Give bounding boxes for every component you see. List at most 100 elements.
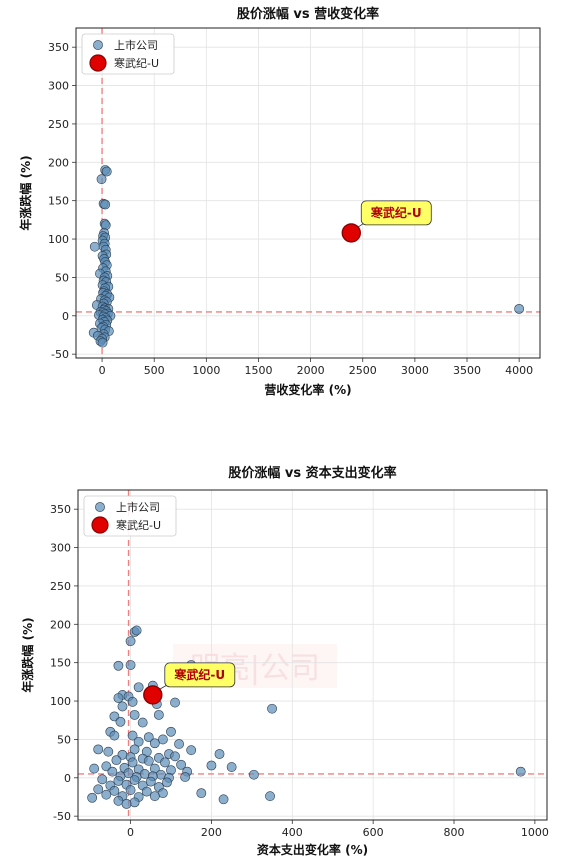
data-point-listed-company	[129, 709, 140, 720]
legend-marker-listed-company	[93, 40, 103, 50]
data-point-listed-company	[100, 199, 111, 210]
data-point-listed-company	[125, 785, 136, 795]
data-point-listed-company	[129, 775, 140, 785]
y-tick-label: 200	[48, 156, 69, 169]
data-point-listed-company	[121, 798, 132, 809]
data-point-listed-company	[93, 784, 104, 795]
data-point-listed-company	[125, 660, 136, 670]
data-point-listed-company	[129, 744, 140, 755]
chart-title: 股价涨幅 vs 资本支出变化率	[228, 465, 396, 481]
chart-title: 股价涨幅 vs 营收变化率	[237, 6, 379, 22]
data-point-listed-company	[89, 763, 100, 774]
y-tick-label: 300	[48, 80, 69, 93]
data-point-listed-company	[265, 791, 275, 802]
data-point-listed-company	[93, 744, 104, 755]
annotation-label: 寒武纪-U	[173, 667, 225, 682]
data-point-highlight	[341, 223, 361, 243]
data-point-listed-company	[133, 736, 144, 747]
y-tick-label: 0	[62, 310, 69, 323]
data-point-listed-company	[206, 760, 217, 771]
data-point-listed-company	[111, 755, 122, 766]
legend-marker-listed-company	[95, 502, 105, 512]
y-tick-label: 250	[48, 118, 69, 131]
data-point-listed-company	[89, 241, 100, 252]
x-tick-label: 1000	[192, 364, 220, 377]
data-point-listed-company	[141, 786, 152, 797]
x-tick-label: 800	[444, 826, 465, 839]
y-tick-label: 50	[57, 733, 71, 746]
y-axis-label: 年涨跌幅 (%)	[18, 155, 33, 230]
x-tick-label: 0	[99, 364, 106, 377]
data-point-listed-company	[267, 703, 277, 714]
data-point-listed-company	[514, 303, 525, 314]
data-point-listed-company	[248, 769, 259, 780]
data-point-listed-company	[125, 636, 136, 647]
data-point-listed-company	[113, 693, 124, 703]
data-point-listed-company	[174, 739, 184, 749]
data-point-listed-company	[131, 625, 142, 636]
y-tick-label: -50	[51, 348, 69, 361]
y-tick-label: 300	[50, 542, 71, 555]
data-point-listed-company	[97, 774, 108, 785]
data-point-listed-company	[186, 745, 197, 756]
data-point-listed-company	[115, 716, 126, 727]
y-tick-label: 50	[55, 271, 69, 284]
x-tick-label: 0	[127, 826, 134, 839]
x-tick-label: 2000	[297, 364, 325, 377]
x-tick-label: 600	[363, 826, 384, 839]
data-point-listed-company	[153, 709, 164, 720]
data-point-listed-company	[226, 762, 237, 772]
plot-frame	[77, 489, 548, 821]
data-point-listed-company	[218, 794, 229, 805]
data-point-listed-company	[117, 701, 128, 712]
data-point-listed-company	[176, 759, 186, 770]
data-point-listed-company	[109, 785, 120, 796]
data-point-listed-company	[127, 696, 138, 707]
data-point-listed-company	[149, 738, 160, 749]
x-tick-label: 1500	[244, 364, 272, 377]
annotation-box	[360, 200, 432, 226]
data-point-listed-company	[170, 697, 180, 708]
plot-frame	[75, 27, 541, 359]
data-point-listed-company	[101, 789, 112, 800]
data-point-listed-company	[160, 757, 170, 768]
legend-label-listed-company: 上市公司	[116, 500, 160, 514]
y-tick-label: 150	[48, 195, 69, 208]
data-point-listed-company	[127, 757, 138, 768]
x-tick-label: 2500	[349, 364, 377, 377]
data-point-listed-company	[143, 732, 154, 743]
x-axis-label: 资本支出变化率 (%)	[257, 842, 368, 857]
y-axis-label: 年涨跌幅 (%)	[20, 617, 35, 692]
data-point-listed-company	[170, 751, 180, 762]
legend-marker-highlight	[91, 516, 109, 534]
data-point-listed-company	[149, 791, 160, 802]
y-tick-label: -50	[53, 810, 71, 823]
data-point-listed-company	[166, 726, 176, 737]
y-tick-label: 250	[50, 580, 71, 593]
data-point-listed-company	[515, 766, 526, 777]
data-point-listed-company	[196, 788, 207, 799]
legend-marker-highlight	[89, 54, 107, 72]
annotation-box	[164, 662, 236, 688]
data-point-listed-company	[145, 776, 156, 787]
legend-label-listed-company: 上市公司	[114, 38, 158, 52]
data-point-listed-company	[180, 772, 191, 782]
x-tick-label: 500	[144, 364, 165, 377]
data-point-listed-company	[97, 337, 108, 348]
x-tick-label: 400	[282, 826, 303, 839]
data-point-listed-company	[107, 766, 118, 777]
data-point-listed-company	[133, 682, 144, 693]
y-tick-label: 200	[50, 618, 71, 631]
data-point-listed-company	[113, 660, 124, 671]
x-axis-label: 营收变化率 (%)	[264, 382, 351, 397]
data-point-listed-company	[101, 166, 112, 177]
data-point-listed-company	[143, 756, 154, 766]
data-point-listed-company	[113, 775, 124, 786]
x-tick-label: 200	[201, 826, 222, 839]
x-tick-label: 1000	[521, 826, 549, 839]
data-point-highlight	[143, 685, 163, 705]
y-tick-label: 350	[50, 503, 71, 516]
legend-label-highlight: 寒武纪-U	[114, 56, 159, 70]
